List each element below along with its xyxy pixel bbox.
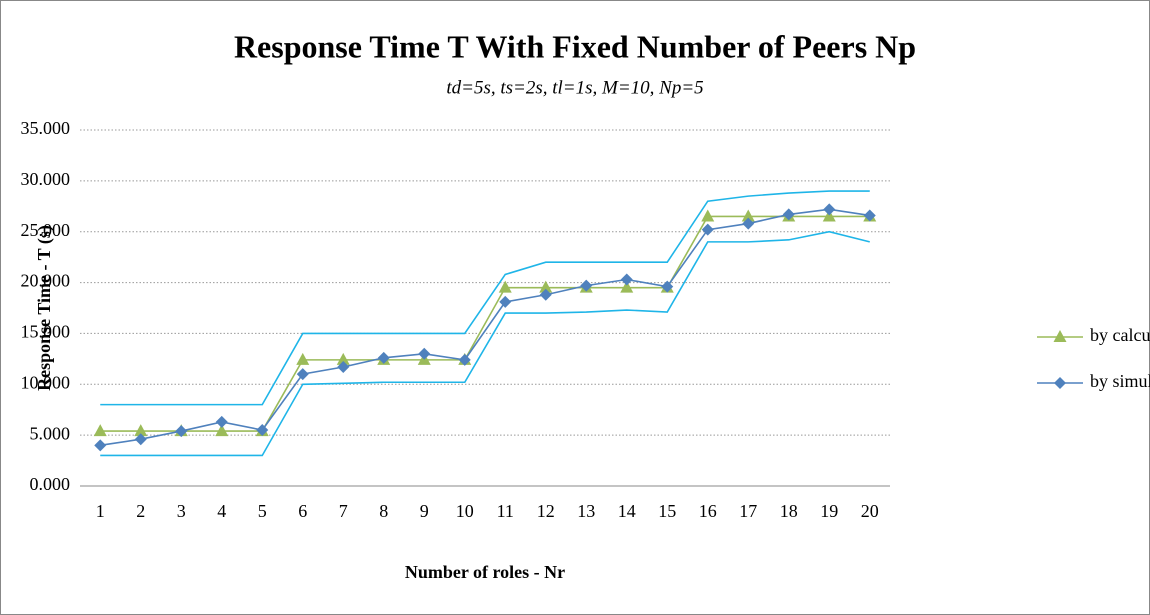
triangle-marker xyxy=(134,424,148,437)
series-line xyxy=(100,190,870,406)
triangle-marker xyxy=(93,424,107,437)
x-tick-label: 18 xyxy=(780,501,798,521)
y-tick-label: 25.000 xyxy=(21,220,71,240)
x-tick-label: 16 xyxy=(699,501,717,521)
chart-subtitle: td=5s, ts=2s, tl=1s, M=10, Np=5 xyxy=(446,77,703,98)
x-tick-label: 3 xyxy=(177,501,186,521)
x-tick-label: 8 xyxy=(379,501,388,521)
diamond-marker xyxy=(215,415,228,428)
y-axis-label: Response Time - T (s) xyxy=(34,225,55,391)
x-tick-label: 11 xyxy=(497,501,514,521)
diamond-marker xyxy=(499,295,512,308)
diamond-marker xyxy=(134,433,147,446)
legend-label: by simulation xyxy=(1090,371,1150,391)
diamond-marker xyxy=(539,288,552,301)
diamond-marker xyxy=(175,425,188,438)
x-tick-label: 2 xyxy=(136,501,145,521)
diamond-marker xyxy=(418,347,431,360)
diamond-marker xyxy=(337,360,350,373)
x-tick-label: 10 xyxy=(456,501,474,521)
triangle-marker xyxy=(498,280,512,293)
x-tick-label: 19 xyxy=(820,501,838,521)
y-tick-label: 20.000 xyxy=(21,271,71,291)
y-tick-label: 5.000 xyxy=(30,423,71,443)
triangle-marker xyxy=(296,352,310,365)
x-tick-label: 15 xyxy=(658,501,676,521)
triangle-marker xyxy=(539,280,553,293)
chart-title: Response Time T With Fixed Number of Pee… xyxy=(234,28,916,64)
x-tick-label: 7 xyxy=(339,501,348,521)
series-line xyxy=(100,230,870,457)
x-tick-label: 12 xyxy=(537,501,555,521)
x-tick-label: 17 xyxy=(739,501,757,521)
diamond-marker xyxy=(458,353,471,366)
diamond-marker xyxy=(701,223,714,236)
y-tick-label: 0.000 xyxy=(30,474,71,494)
triangle-marker xyxy=(741,209,755,222)
diamond-marker xyxy=(94,439,107,452)
y-tick-label: 35.000 xyxy=(21,118,71,138)
diamond-marker xyxy=(661,280,674,293)
y-tick-label: 10.000 xyxy=(21,372,71,392)
x-tick-label: 6 xyxy=(298,501,307,521)
x-tick-label: 5 xyxy=(258,501,267,521)
triangle-marker xyxy=(822,209,836,222)
diamond-marker xyxy=(863,209,876,222)
x-tick-label: 9 xyxy=(420,501,429,521)
x-tick-label: 13 xyxy=(577,501,595,521)
triangle-marker xyxy=(620,280,634,293)
diamond-marker xyxy=(580,279,593,292)
triangle-marker xyxy=(701,209,715,222)
diamond-marker xyxy=(1054,377,1066,389)
triangle-marker xyxy=(336,352,350,365)
diamond-marker xyxy=(782,208,795,221)
diamond-marker xyxy=(296,368,309,381)
diamond-marker xyxy=(256,424,269,437)
x-tick-label: 20 xyxy=(861,501,879,521)
triangle-marker xyxy=(215,424,229,437)
series-line xyxy=(100,215,870,432)
triangle-marker xyxy=(1053,330,1067,342)
y-tick-label: 30.000 xyxy=(21,169,71,189)
y-tick-label: 15.000 xyxy=(21,322,71,342)
x-tick-label: 4 xyxy=(217,501,226,521)
diamond-marker xyxy=(742,217,755,230)
x-tick-label: 14 xyxy=(618,501,636,521)
diamond-marker xyxy=(823,203,836,216)
legend-label: by calculation xyxy=(1090,325,1150,345)
diamond-marker xyxy=(377,351,390,364)
diamond-marker xyxy=(620,273,633,286)
x-axis-label: Number of roles - Nr xyxy=(405,562,565,582)
series-line xyxy=(100,208,870,447)
x-tick-label: 1 xyxy=(96,501,105,521)
